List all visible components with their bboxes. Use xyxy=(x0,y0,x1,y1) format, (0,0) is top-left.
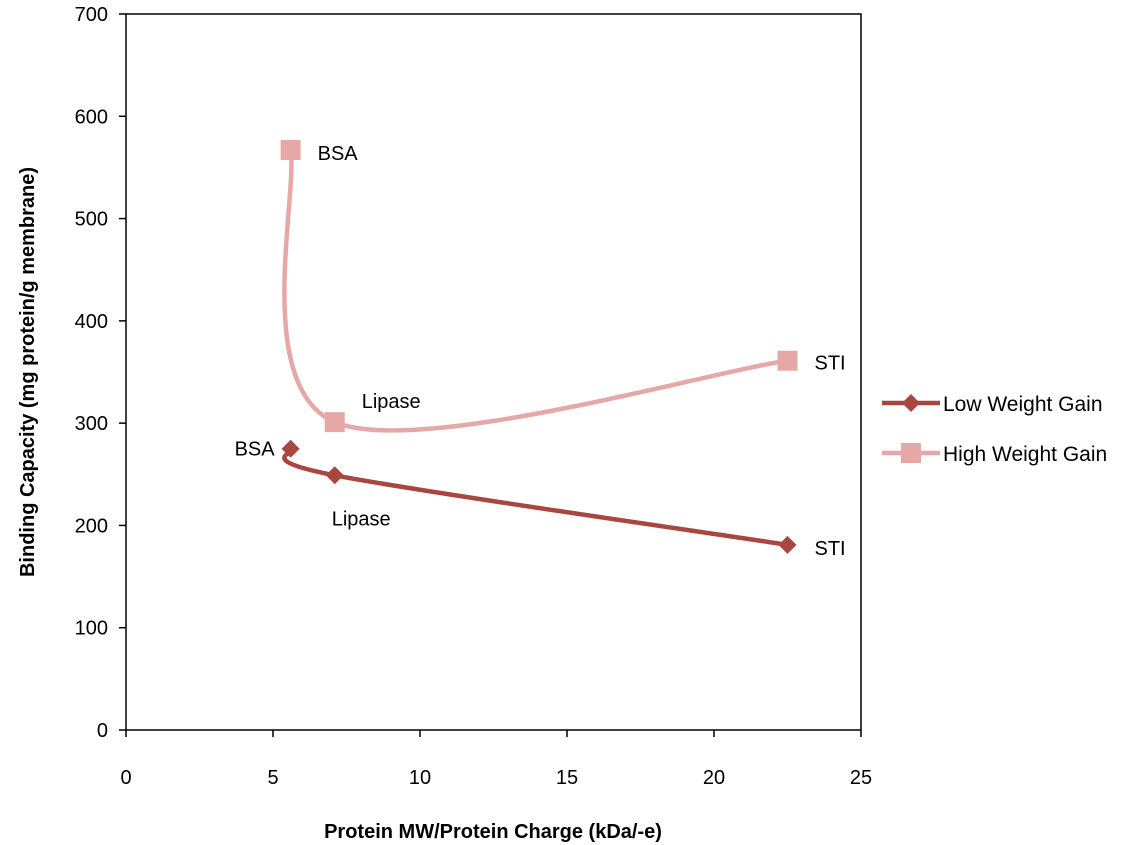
x-tick-label: 25 xyxy=(850,767,872,789)
legend: Low Weight Gain High Weight Gain xyxy=(882,393,1107,466)
data-point xyxy=(281,439,300,458)
y-tick-label: 600 xyxy=(75,106,108,128)
data-point xyxy=(325,466,344,485)
y-tick-label: 200 xyxy=(75,515,108,537)
y-tick-label: 300 xyxy=(75,413,108,435)
legend-label: High Weight Gain xyxy=(943,443,1107,466)
point-label: STI xyxy=(815,353,846,375)
x-tick-label: 15 xyxy=(556,767,578,789)
y-axis: 0 100 200 300 400 500 600 700 xyxy=(75,4,126,742)
data-point xyxy=(778,535,797,554)
point-label: BSA xyxy=(235,439,276,461)
point-label: STI xyxy=(815,538,846,560)
x-axis-title: Protein MW/Protein Charge (kDa/-e) xyxy=(324,821,662,843)
y-axis-title: Binding Capacity (mg protein/g membrane) xyxy=(17,167,39,577)
series-high-weight-gain: BSA Lipase STI xyxy=(280,140,846,433)
x-tick-label: 5 xyxy=(267,767,278,789)
x-tick-label: 0 xyxy=(120,767,131,789)
series-low-weight-gain: BSA Lipase STI xyxy=(235,439,846,560)
point-label: Lipase xyxy=(362,391,421,413)
y-tick-label: 500 xyxy=(75,209,108,231)
y-tick-label: 100 xyxy=(75,618,108,640)
legend-item: High Weight Gain xyxy=(882,443,1107,466)
legend-marker xyxy=(901,443,921,463)
x-tick-label: 10 xyxy=(409,767,431,789)
series-line xyxy=(282,446,788,548)
y-tick-label: 700 xyxy=(75,4,108,26)
data-point xyxy=(777,350,798,371)
plot-area xyxy=(125,13,862,731)
point-label: Lipase xyxy=(332,508,391,530)
legend-marker xyxy=(902,394,920,412)
point-label: BSA xyxy=(318,143,359,165)
legend-label: Low Weight Gain xyxy=(943,393,1103,416)
y-tick-label: 400 xyxy=(75,311,108,333)
data-point xyxy=(324,412,345,433)
y-tick-label: 0 xyxy=(97,720,108,742)
data-point xyxy=(280,140,301,161)
x-tick-label: 20 xyxy=(703,767,725,789)
series-layer: BSA Lipase STI BSA Lipase STI xyxy=(235,140,846,560)
legend-item: Low Weight Gain xyxy=(882,393,1103,416)
x-axis: 0 5 10 15 20 25 xyxy=(120,730,872,789)
